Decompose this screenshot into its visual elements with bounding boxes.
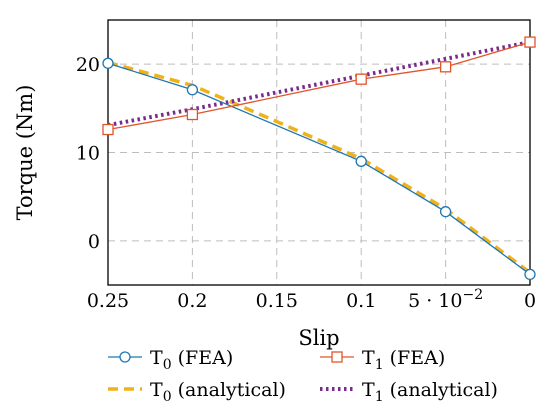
legend-label: T1 (analytical) [362, 379, 498, 405]
series-layer [102, 36, 536, 281]
legend-suffix-text: (FEA) [384, 347, 446, 369]
series-line [107, 60, 532, 275]
x-tick-label: 0.1 [346, 290, 376, 312]
x-axis-label: Slip [298, 326, 339, 350]
data-point [186, 84, 199, 96]
grid [107, 20, 531, 285]
data-point [439, 206, 452, 218]
plot-frame [107, 19, 531, 286]
series-line [107, 62, 531, 275]
y-tick-label: 20 [76, 54, 100, 76]
legend-sub-text: 1 [375, 389, 384, 405]
legend-suffix-text: (FEA) [172, 347, 234, 369]
legend-label: T0 (FEA) [150, 347, 233, 373]
x-tick-exponent: −2 [462, 287, 483, 303]
legend-marker [331, 351, 343, 363]
legend-sub-text: 0 [163, 389, 172, 405]
series-2 [107, 60, 532, 275]
legend-suffix-text: (analytical) [384, 379, 498, 401]
series-line [107, 41, 531, 131]
y-tick-label: 0 [88, 231, 100, 253]
series-1 [102, 36, 536, 136]
x-tick-label: 5 · 10−2 [408, 287, 483, 312]
legend-sub-text: 0 [163, 357, 172, 373]
legend-item-3: T1 (analytical) [320, 379, 498, 405]
legend-label: T0 (analytical) [150, 379, 286, 405]
legend-sub-text: 1 [375, 357, 384, 373]
legend-base-text: T [150, 379, 163, 401]
data-point [355, 155, 367, 167]
data-point [355, 73, 367, 85]
data-point [524, 268, 536, 281]
x-tick-label: 0.2 [177, 290, 207, 312]
legend: T0 (FEA) T1 (FEA)T0 (analytical) T1 (analy… [108, 347, 498, 405]
legend-item-2: T0 (analytical) [108, 379, 286, 405]
legend-suffix-text: (analytical) [172, 379, 286, 401]
legend-item-0: T0 (FEA) [108, 347, 233, 373]
data-point [102, 123, 114, 136]
legend-item-1: T1 (FEA) [320, 347, 445, 373]
data-point [439, 61, 452, 73]
data-point [102, 57, 114, 69]
y-tick-label: 10 [76, 143, 100, 165]
series-0 [102, 57, 536, 281]
legend-base-text: T [150, 347, 163, 369]
y-axis-label: Torque (Nm) [13, 85, 37, 221]
legend-base-text: T [362, 379, 375, 401]
legend-base-text: T [362, 347, 375, 369]
data-point [524, 36, 536, 48]
data-point [186, 108, 199, 121]
x-tick-label: 0.15 [256, 290, 298, 312]
tick-labels: 0.25 0.2 0.15 0.1 5 · 10−2 0 0 10 20 [76, 54, 536, 312]
legend-marker [119, 351, 131, 363]
x-tick-label: 0.25 [87, 290, 129, 312]
x-tick-label: 0 [524, 290, 536, 312]
legend-label: T1 (FEA) [362, 347, 445, 373]
